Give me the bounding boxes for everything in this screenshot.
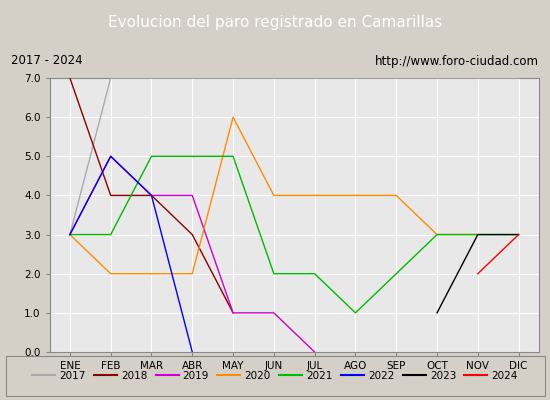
Text: 2017 - 2024: 2017 - 2024 <box>11 54 82 68</box>
Text: http://www.foro-ciudad.com: http://www.foro-ciudad.com <box>375 54 539 68</box>
Legend: 2017, 2018, 2019, 2020, 2021, 2022, 2023, 2024: 2017, 2018, 2019, 2020, 2021, 2022, 2023… <box>32 371 518 381</box>
FancyBboxPatch shape <box>6 356 544 396</box>
Text: Evolucion del paro registrado en Camarillas: Evolucion del paro registrado en Camaril… <box>108 14 442 30</box>
